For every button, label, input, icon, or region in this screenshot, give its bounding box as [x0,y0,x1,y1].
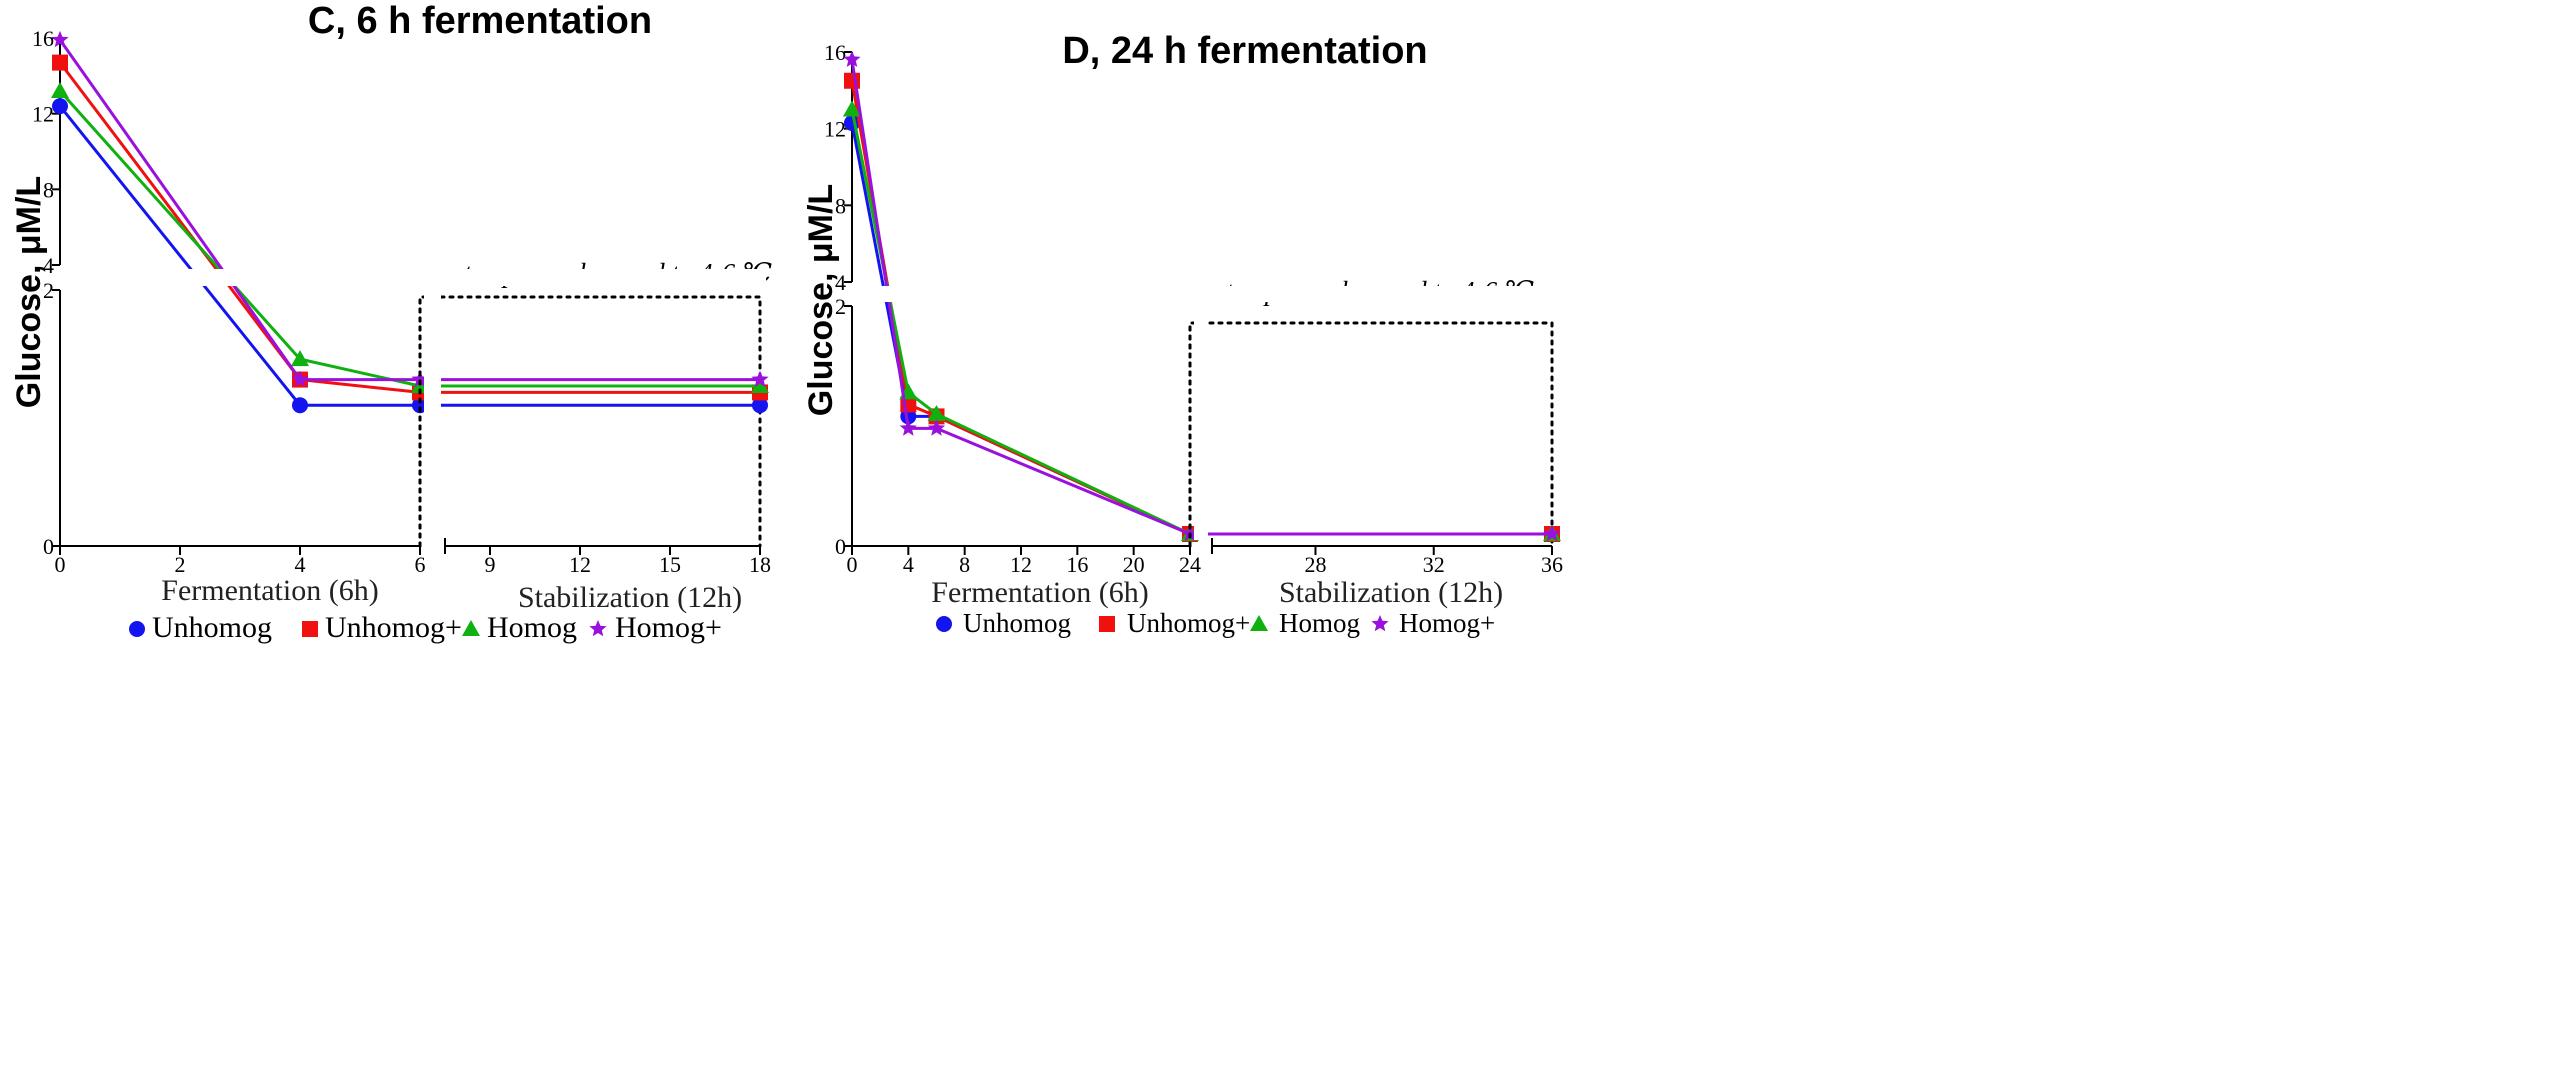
y-tick-label: 12 [824,117,846,142]
legend-label: Unhomog+ [325,611,462,644]
legend-label: Homog+ [615,611,722,644]
x-tick-label: 16 [1066,552,1088,577]
stabilization-box [418,295,762,548]
x-tick-label: 8 [959,552,970,577]
data-point [927,405,946,421]
x-tick-label: 0 [55,552,66,577]
legend-item: Unhomog [129,611,272,644]
legend-label: Homog [487,611,577,644]
legend-item: Unhomog [936,608,1071,638]
y-axis-label: Glucose, μM/L [10,176,48,408]
legend-marker [1371,615,1389,632]
y-tick-label: 16 [32,26,54,51]
series-line-unhomog-plus [58,61,760,394]
legend-marker [936,616,952,632]
y-tick-label: 8 [835,193,846,218]
legend-label: Homog+ [1399,608,1495,638]
legend-label: Unhomog [152,611,272,644]
stabilization-box [1188,321,1554,548]
data-point [52,54,68,71]
x-tick-label: 9 [485,552,496,577]
y-tick-label: 12 [32,102,54,127]
data-point [52,98,68,115]
y-tick-label: 0 [43,534,54,559]
y-tick-label: 2 [835,294,846,319]
x-axis-label-stabilization: Stabilization (12h) [518,581,742,614]
data-point [1543,525,1561,542]
x-tick-label: 4 [295,552,306,577]
x-tick-label: 0 [847,552,858,577]
y-tick-label: 16 [824,40,846,65]
x-tick-label: 6 [415,552,426,577]
data-point [844,72,860,89]
x-tick-label: 4 [903,552,914,577]
axis-break-gap [846,286,1558,302]
legend-label: Unhomog+ [1127,608,1250,638]
x-break-gap [1194,296,1208,540]
data-point [751,377,769,393]
legend-item: Unhomog+ [1099,608,1250,638]
x-tick-label: 20 [1123,552,1145,577]
data-point [291,370,309,387]
y-tick-label: 4 [835,270,846,295]
data-point [51,30,69,48]
legend-marker [1250,615,1268,631]
legend-marker [589,620,607,637]
series-line-homog [58,89,760,388]
data-point [843,50,861,67]
data-point [291,350,309,367]
legend-item: Homog [1250,608,1360,638]
chart-title: D, 24 h fermentation [1062,30,1427,72]
x-tick-label: 32 [1423,552,1445,577]
legend-marker [302,621,318,637]
x-axis-label-fermentation: Fermentation (6h) [161,574,378,607]
x-tick-label: 28 [1304,552,1326,577]
x-axis-label-fermentation: Fermentation (6h) [931,576,1148,609]
x-break-gap [424,280,441,540]
legend-label: Unhomog [963,608,1071,638]
data-point [927,419,946,436]
data-point [752,397,768,414]
legend-label: Homog [1279,608,1360,638]
x-tick-label: 15 [659,552,681,577]
legend-item: Unhomog+ [302,611,462,644]
y-tick-label: 8 [43,177,54,202]
data-point [292,397,308,414]
y-tick-label: 4 [43,253,54,278]
axis-break-gap [54,269,766,286]
legend-item: Homog [462,611,577,644]
x-tick-label: 12 [1010,552,1032,577]
data-point [899,419,917,436]
legend-marker [462,620,480,636]
data-point [411,370,429,387]
legend-marker [1099,616,1115,632]
x-axis-label-stabilization: Stabilization (12h) [1279,576,1503,609]
y-tick-label: 2 [43,278,54,303]
legend-item: Homog+ [589,611,722,644]
data-point [51,81,69,98]
x-tick-label: 18 [749,552,771,577]
legend-marker [129,621,145,637]
x-tick-label: 12 [569,552,591,577]
chart-title: C, 6 h fermentation [308,0,652,42]
data-point [843,100,861,117]
legend-item: Homog+ [1371,608,1495,638]
y-tick-label: 0 [835,534,846,559]
x-tick-label: 24 [1179,552,1201,577]
data-point [751,370,769,387]
x-tick-label: 36 [1541,552,1563,577]
x-tick-label: 2 [175,552,186,577]
series-line-unhomog [58,105,760,407]
y-axis-label: Glucose, μM/L [802,184,840,416]
series-line-homog-plus [58,39,760,382]
